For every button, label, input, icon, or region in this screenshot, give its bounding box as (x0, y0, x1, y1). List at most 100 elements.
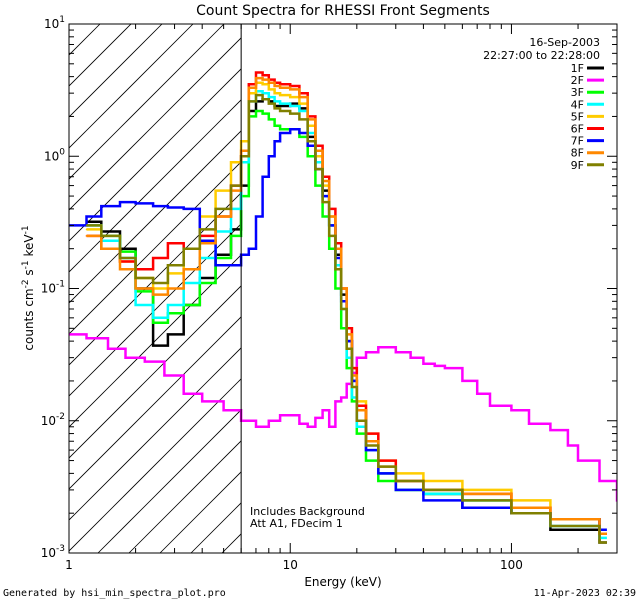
hatch-line (69, 161, 242, 335)
data-point-2F (182, 392, 185, 395)
data-point-2F (394, 351, 397, 353)
chart-title: Count Spectra for RHESSI Front Segments (196, 3, 490, 19)
ylabel-part-d: -1 (21, 260, 31, 269)
data-point-9F (267, 102, 270, 105)
series-line-2F (69, 333, 617, 502)
data-point-5F (279, 94, 281, 96)
y-tick-label: 101 (44, 15, 65, 31)
data-point-2F (476, 392, 478, 395)
data-point-2F (163, 374, 166, 377)
data-point-2F (298, 422, 301, 425)
data-point-9F (351, 386, 353, 388)
y-tick-exponent: 1 (59, 15, 65, 25)
data-point-9F (549, 525, 552, 527)
data-point-2F (279, 414, 281, 417)
y-axis-label: counts cm-2 s-1 keV-1 (21, 225, 36, 350)
data-point-3F (255, 110, 257, 112)
data-point-3F (279, 128, 281, 131)
y-tick-exponent: -2 (56, 412, 65, 422)
data-point-2F (528, 422, 530, 425)
data-point-9F (314, 168, 317, 170)
data-point-4F (167, 304, 169, 306)
data-point-2F (356, 356, 358, 359)
data-point-9F (152, 282, 154, 284)
data-point-4F (351, 396, 353, 399)
legend-label-8F: 8F (571, 147, 584, 160)
y-tick-label: 10-2 (41, 412, 65, 428)
data-point-3F (321, 215, 324, 218)
date-label: 16-Sep-2003 (529, 36, 600, 49)
data-point-2F (598, 480, 601, 482)
data-point-7F (248, 247, 250, 250)
data-point-2F (340, 396, 343, 399)
data-point-8F (273, 85, 276, 87)
data-point-6F (289, 85, 292, 87)
data-point-8F (255, 77, 257, 79)
hatch-line (128, 440, 242, 553)
hatch-line (69, 24, 225, 180)
data-point-9F (182, 247, 185, 250)
data-point-2F (143, 360, 146, 363)
data-point-2F (124, 356, 127, 359)
data-point-5F (261, 83, 264, 86)
data-point-8F (119, 268, 121, 270)
data-point-7F (119, 201, 121, 203)
data-point-9F (461, 499, 464, 502)
data-point-2F (409, 356, 412, 359)
data-point-4F (261, 92, 264, 94)
data-point-9F (230, 184, 232, 187)
data-point-2F (489, 404, 491, 407)
footer-timestamp: 11-Apr-2023 02:39 (534, 588, 636, 599)
annotation-background: Includes Background (250, 505, 365, 518)
data-point-4F (298, 110, 301, 112)
data-point-7F (100, 205, 103, 207)
data-point-9F (365, 444, 367, 447)
hatch-line (69, 68, 242, 242)
data-point-7F (273, 140, 276, 142)
data-point-5F (85, 228, 88, 231)
data-point-3F (261, 112, 264, 115)
data-point-4F (356, 426, 358, 428)
data-point-3F (365, 459, 367, 462)
data-point-1F (167, 333, 169, 336)
data-point-4F (267, 96, 270, 98)
hatch-line (69, 99, 242, 273)
footer-generator: Generated by hsi_min_spectra_plot.pro (3, 588, 226, 599)
data-point-1F (549, 528, 552, 531)
data-point-3F (340, 327, 343, 330)
x-tick-label: 10 (283, 558, 298, 572)
data-point-7F (152, 205, 154, 207)
y-tick-label: 10-3 (41, 544, 65, 560)
data-point-3F (152, 322, 154, 324)
data-point-2F (422, 362, 425, 365)
hatch-line (69, 316, 242, 490)
data-point-9F (85, 224, 88, 227)
legend-label-7F: 7F (571, 135, 584, 148)
data-point-8F (167, 287, 169, 290)
data-point-4F (152, 317, 154, 319)
data-point-8F (182, 268, 185, 270)
data-point-4F (273, 100, 276, 103)
data-point-5F (273, 92, 276, 94)
data-point-9F (255, 94, 257, 96)
legend-label-6F: 6F (571, 123, 584, 136)
hatch-line (69, 130, 242, 304)
annotation-attenuator: Att A1, FDecim 1 (250, 517, 343, 530)
data-point-7F (422, 499, 425, 502)
data-point-9F (214, 208, 217, 210)
data-point-5F (289, 96, 292, 98)
data-point-4F (289, 105, 292, 107)
data-point-7F (182, 208, 185, 210)
data-point-4F (134, 304, 137, 306)
data-point-6F (152, 257, 154, 259)
y-tick-exponent: -1 (56, 280, 65, 290)
data-point-6F (248, 83, 250, 86)
data-point-9F (422, 489, 425, 491)
hatch-line (97, 409, 242, 553)
data-point-7F (279, 132, 281, 134)
data-point-4F (345, 356, 348, 359)
data-point-7F (306, 144, 309, 147)
data-point-9F (598, 541, 601, 544)
